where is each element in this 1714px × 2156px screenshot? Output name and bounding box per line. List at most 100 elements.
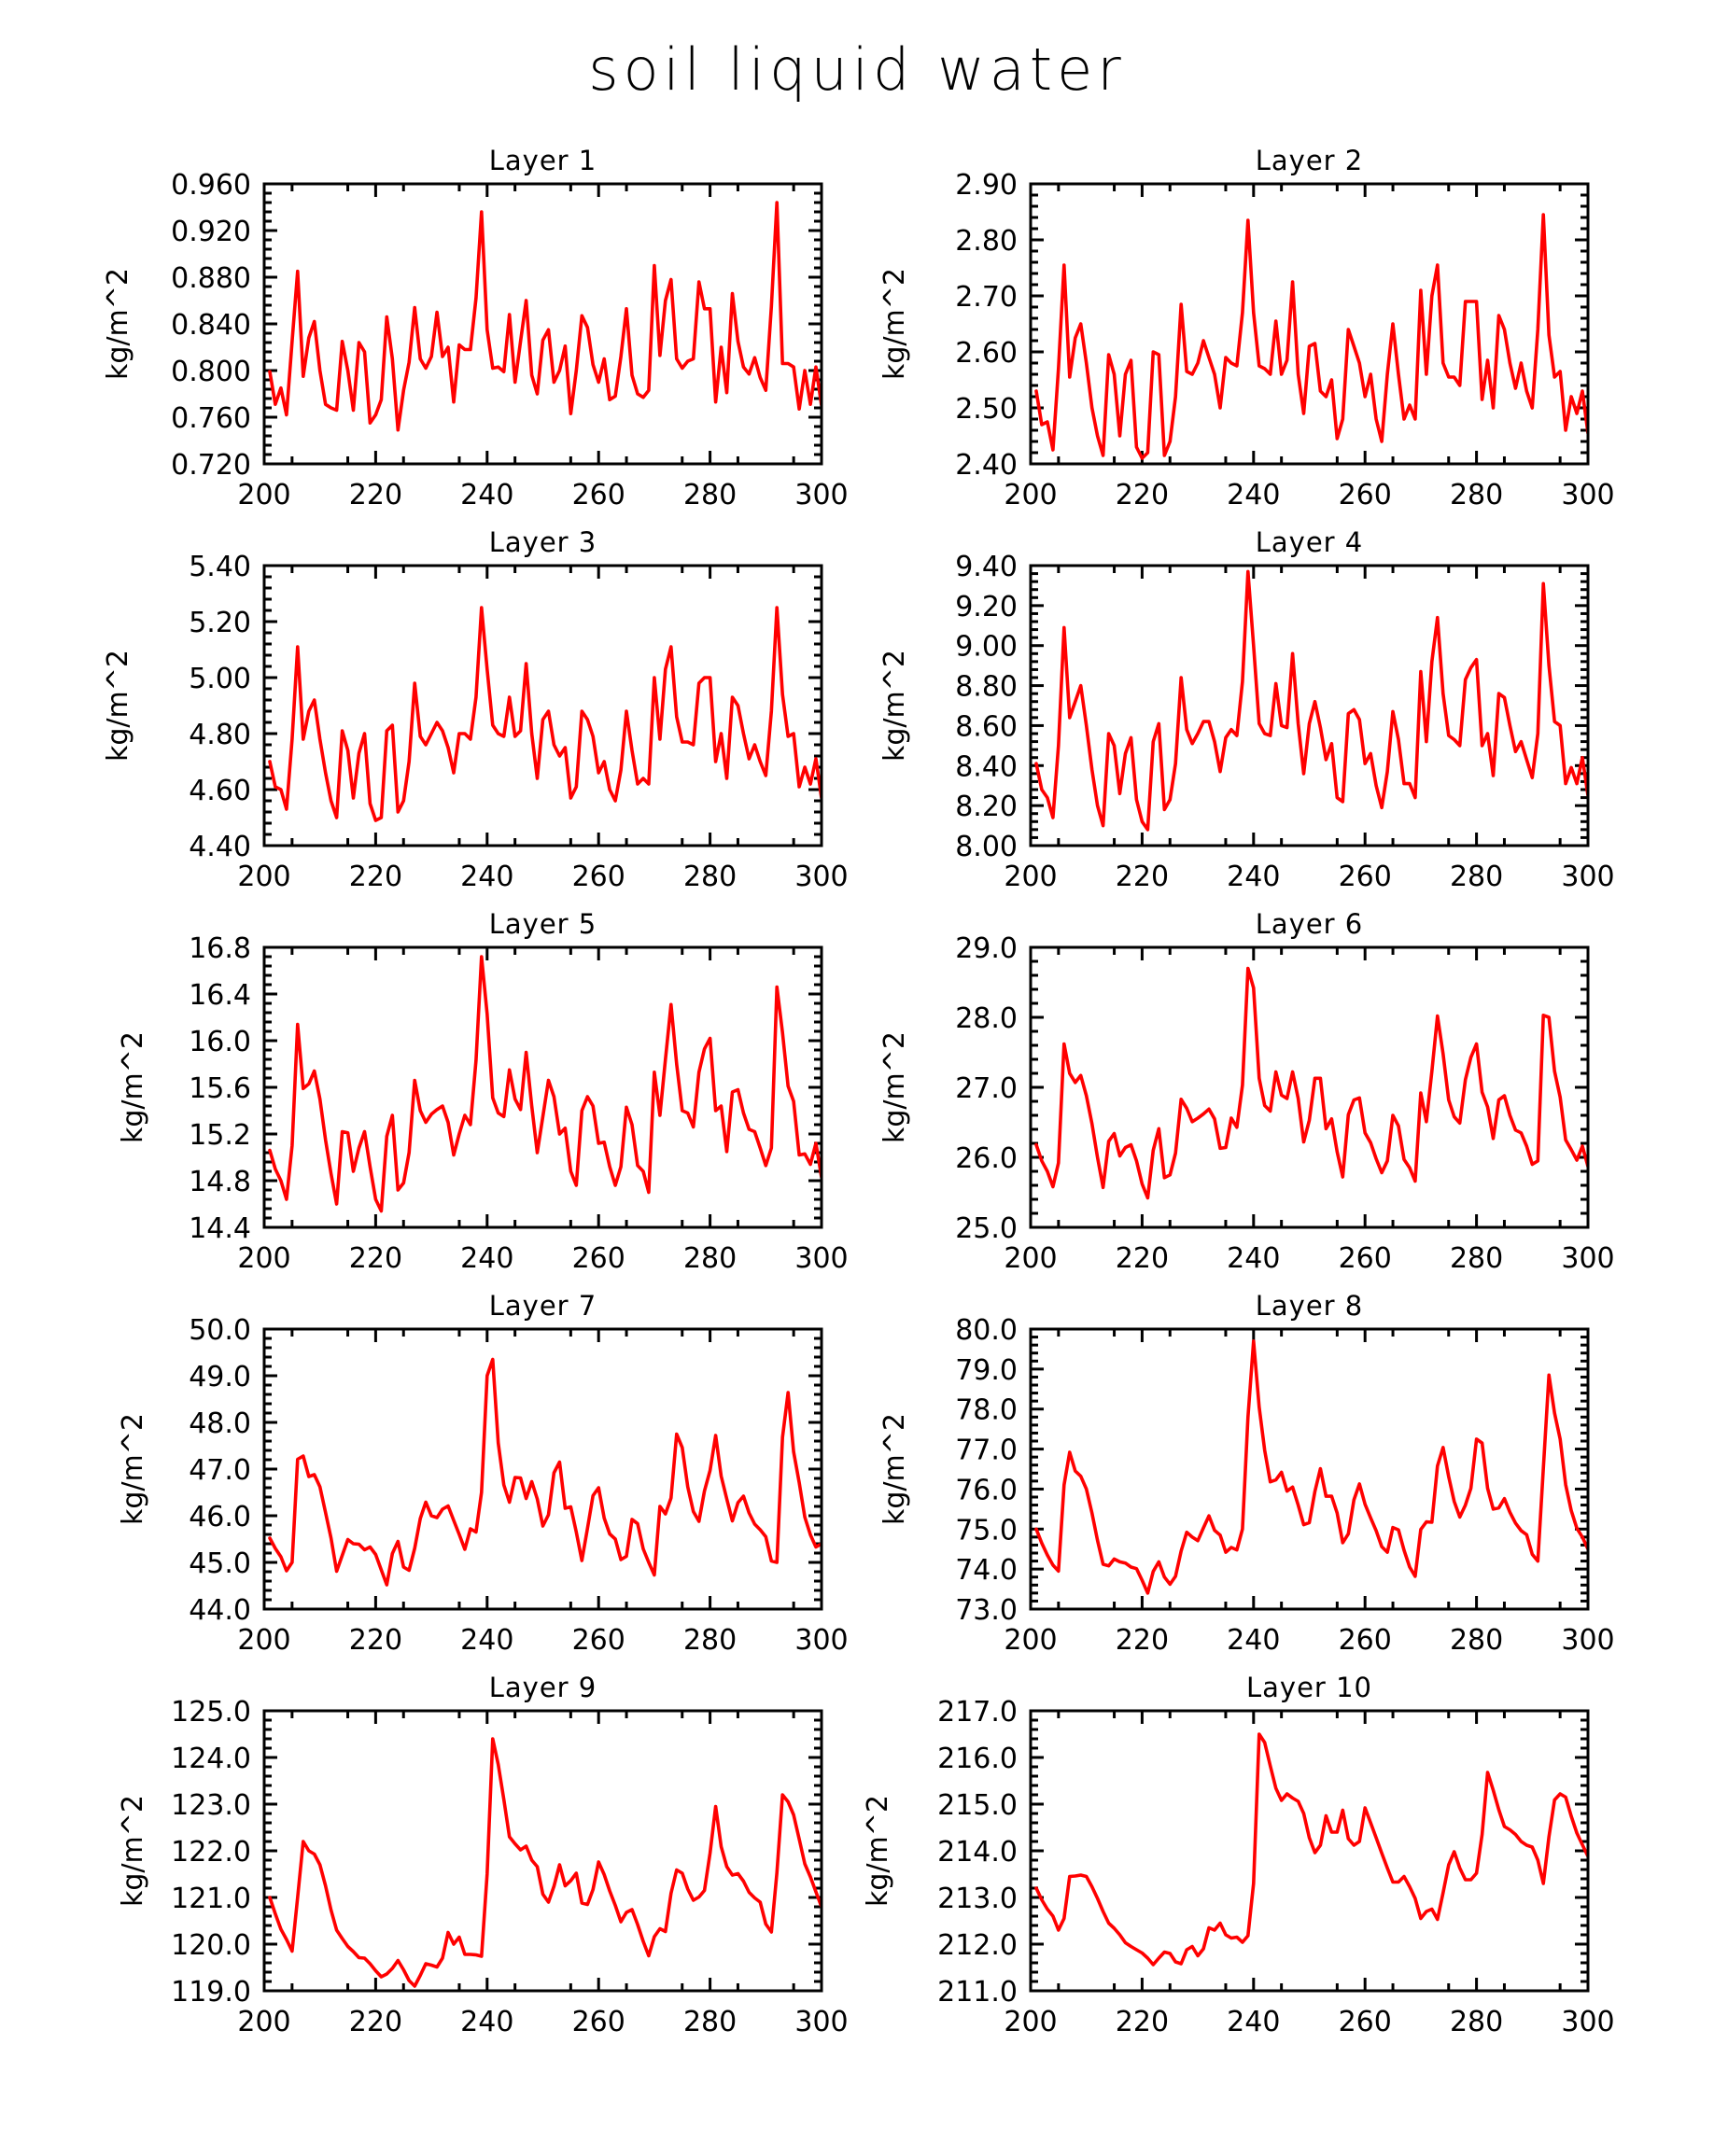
chart-panel-7: Layer 7 kg/m^2 200 220 240 260 280 300 44.0 45.0 4…: [117, 1290, 849, 1657]
y-tick-label: 5.40: [189, 551, 251, 583]
x-tick-label: 260: [572, 2006, 625, 2038]
panel-grid: Layer 1 kg/m^2 200 220 240 260 280 300 0.720 0.76…: [102, 145, 1615, 2038]
y-tick-label: 8.60: [955, 710, 1018, 743]
y-tick-label: 4.60: [189, 775, 251, 807]
x-tick-label: 280: [683, 861, 737, 893]
y-tick-label: 9.20: [955, 591, 1018, 623]
panel-title: Layer 7: [489, 1290, 597, 1322]
y-axis-label: kg/m^2: [117, 1413, 149, 1525]
chart-panel-2: Layer 2 kg/m^2 200 220 240 260 280 300 2.40 2.50 2…: [878, 145, 1615, 511]
y-tick-label: 78.0: [955, 1394, 1018, 1427]
x-tick-label: 260: [1339, 2006, 1392, 2038]
y-tick-label: 16.0: [189, 1026, 251, 1058]
panel-title: Layer 5: [489, 908, 597, 940]
y-tick-label: 29.0: [955, 932, 1018, 965]
y-axis-label: kg/m^2: [117, 1031, 149, 1143]
panel-title: Layer 6: [1256, 908, 1364, 940]
y-tick-label: 2.50: [955, 393, 1018, 426]
y-tick-label: 44.0: [189, 1594, 251, 1627]
y-tick-label: 2.90: [955, 169, 1018, 202]
chart-panel-3: Layer 3 kg/m^2 200 220 240 260 280 300 4.40 4.60 4…: [102, 526, 849, 893]
x-tick-label: 220: [349, 2006, 402, 2038]
data-series-line: [1034, 966, 1588, 1200]
y-axis-label: kg/m^2: [862, 1795, 894, 1907]
y-tick-label: 0.920: [171, 216, 251, 248]
y-tick-label: 122.0: [171, 1836, 251, 1869]
y-axis-label: kg/m^2: [117, 1795, 149, 1907]
x-tick-label: 240: [1227, 1624, 1280, 1657]
data-series-line: [1034, 569, 1588, 832]
y-tick-label: 79.0: [955, 1354, 1018, 1387]
y-tick-label: 4.80: [189, 719, 251, 751]
plot-frame: [1029, 564, 1590, 847]
y-tick-label: 25.0: [955, 1212, 1018, 1245]
x-tick-label: 220: [349, 479, 402, 511]
y-tick-label: 4.40: [189, 831, 251, 863]
x-tick-label: 260: [1339, 479, 1392, 511]
x-tick-label: 200: [1004, 1624, 1057, 1657]
panel-title: Layer 8: [1256, 1290, 1364, 1322]
y-tick-label: 77.0: [955, 1435, 1018, 1467]
y-axis-label: kg/m^2: [878, 1031, 911, 1143]
y-tick-label: 0.760: [171, 402, 251, 435]
y-tick-label: 215.0: [937, 1789, 1018, 1822]
y-tick-label: 76.0: [955, 1474, 1018, 1506]
data-series-line: [268, 201, 822, 432]
y-tick-label: 5.00: [189, 663, 251, 695]
x-tick-label: 280: [683, 1242, 737, 1275]
figure-title: soil liquid water: [588, 35, 1125, 104]
y-tick-label: 214.0: [937, 1836, 1018, 1869]
data-series-line: [1034, 1339, 1588, 1595]
x-tick-label: 260: [572, 1624, 625, 1657]
data-series-line: [1034, 1732, 1588, 1967]
x-tick-label: 300: [794, 1624, 848, 1657]
y-tick-label: 46.0: [189, 1501, 251, 1533]
x-tick-label: 240: [460, 861, 513, 893]
chart-panel-1: Layer 1 kg/m^2 200 220 240 260 280 300 0.720 0.76…: [102, 145, 849, 511]
x-tick-label: 220: [1116, 1242, 1169, 1275]
x-tick-label: 300: [1561, 2006, 1614, 2038]
x-tick-label: 280: [1450, 861, 1503, 893]
y-tick-label: 16.8: [189, 932, 251, 965]
y-tick-label: 2.70: [955, 281, 1018, 314]
y-axis-label: kg/m^2: [878, 1413, 911, 1525]
y-axis-label: kg/m^2: [102, 650, 134, 762]
plot-frame: [1029, 1327, 1590, 1611]
plot-frame: [1029, 182, 1590, 466]
chart-panel-8: Layer 8 kg/m^2 200 220 240 260 280 300 73.0 74.0 7…: [878, 1290, 1615, 1657]
x-tick-label: 200: [237, 861, 290, 893]
x-tick-label: 300: [1561, 861, 1614, 893]
x-tick-label: 260: [572, 1242, 625, 1275]
x-tick-label: 220: [349, 1242, 402, 1275]
chart-panel-5: Layer 5 kg/m^2 200 220 240 260 280 300 14.4 14.8 1…: [117, 908, 849, 1275]
y-tick-label: 0.720: [171, 449, 251, 482]
y-tick-label: 16.4: [189, 979, 251, 1012]
x-tick-label: 220: [349, 861, 402, 893]
y-tick-label: 15.6: [189, 1072, 251, 1105]
x-tick-label: 280: [1450, 479, 1503, 511]
x-tick-label: 240: [460, 1242, 513, 1275]
x-tick-label: 220: [1116, 1624, 1169, 1657]
data-series-line: [268, 606, 822, 822]
y-tick-label: 212.0: [937, 1929, 1018, 1962]
y-tick-label: 26.0: [955, 1142, 1018, 1175]
y-tick-label: 2.40: [955, 449, 1018, 482]
x-tick-label: 200: [237, 2006, 290, 2038]
x-tick-label: 220: [1116, 861, 1169, 893]
y-tick-label: 2.80: [955, 225, 1018, 258]
x-tick-label: 280: [683, 1624, 737, 1657]
x-tick-label: 300: [1561, 1624, 1614, 1657]
y-tick-label: 80.0: [955, 1314, 1018, 1347]
x-tick-label: 200: [1004, 861, 1057, 893]
y-tick-label: 217.0: [937, 1696, 1018, 1729]
y-tick-label: 213.0: [937, 1883, 1018, 1915]
panel-title: Layer 3: [489, 526, 597, 558]
y-tick-label: 9.40: [955, 551, 1018, 583]
panel-title: Layer 4: [1256, 526, 1364, 558]
plot-frame: [262, 182, 823, 466]
x-tick-label: 260: [1339, 861, 1392, 893]
plot-frame: [262, 1709, 823, 1993]
y-tick-label: 123.0: [171, 1789, 251, 1822]
x-tick-label: 300: [794, 861, 848, 893]
y-tick-label: 49.0: [189, 1361, 251, 1393]
